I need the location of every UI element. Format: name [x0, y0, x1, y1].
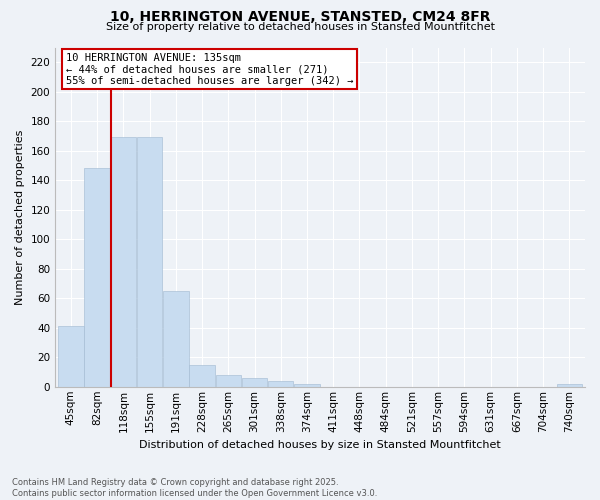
Bar — [268, 381, 293, 387]
Text: 10 HERRINGTON AVENUE: 135sqm
← 44% of detached houses are smaller (271)
55% of s: 10 HERRINGTON AVENUE: 135sqm ← 44% of de… — [66, 52, 353, 86]
Bar — [110, 138, 136, 387]
Bar — [294, 384, 320, 387]
Bar — [137, 138, 163, 387]
X-axis label: Distribution of detached houses by size in Stansted Mountfitchet: Distribution of detached houses by size … — [139, 440, 501, 450]
Text: Size of property relative to detached houses in Stansted Mountfitchet: Size of property relative to detached ho… — [106, 22, 494, 32]
Bar — [163, 291, 188, 387]
Bar — [242, 378, 267, 387]
Bar — [85, 168, 110, 387]
Bar — [557, 384, 582, 387]
Bar — [190, 364, 215, 387]
Y-axis label: Number of detached properties: Number of detached properties — [15, 130, 25, 305]
Bar — [58, 326, 83, 387]
Text: 10, HERRINGTON AVENUE, STANSTED, CM24 8FR: 10, HERRINGTON AVENUE, STANSTED, CM24 8F… — [110, 10, 490, 24]
Text: Contains HM Land Registry data © Crown copyright and database right 2025.
Contai: Contains HM Land Registry data © Crown c… — [12, 478, 377, 498]
Bar — [215, 375, 241, 387]
